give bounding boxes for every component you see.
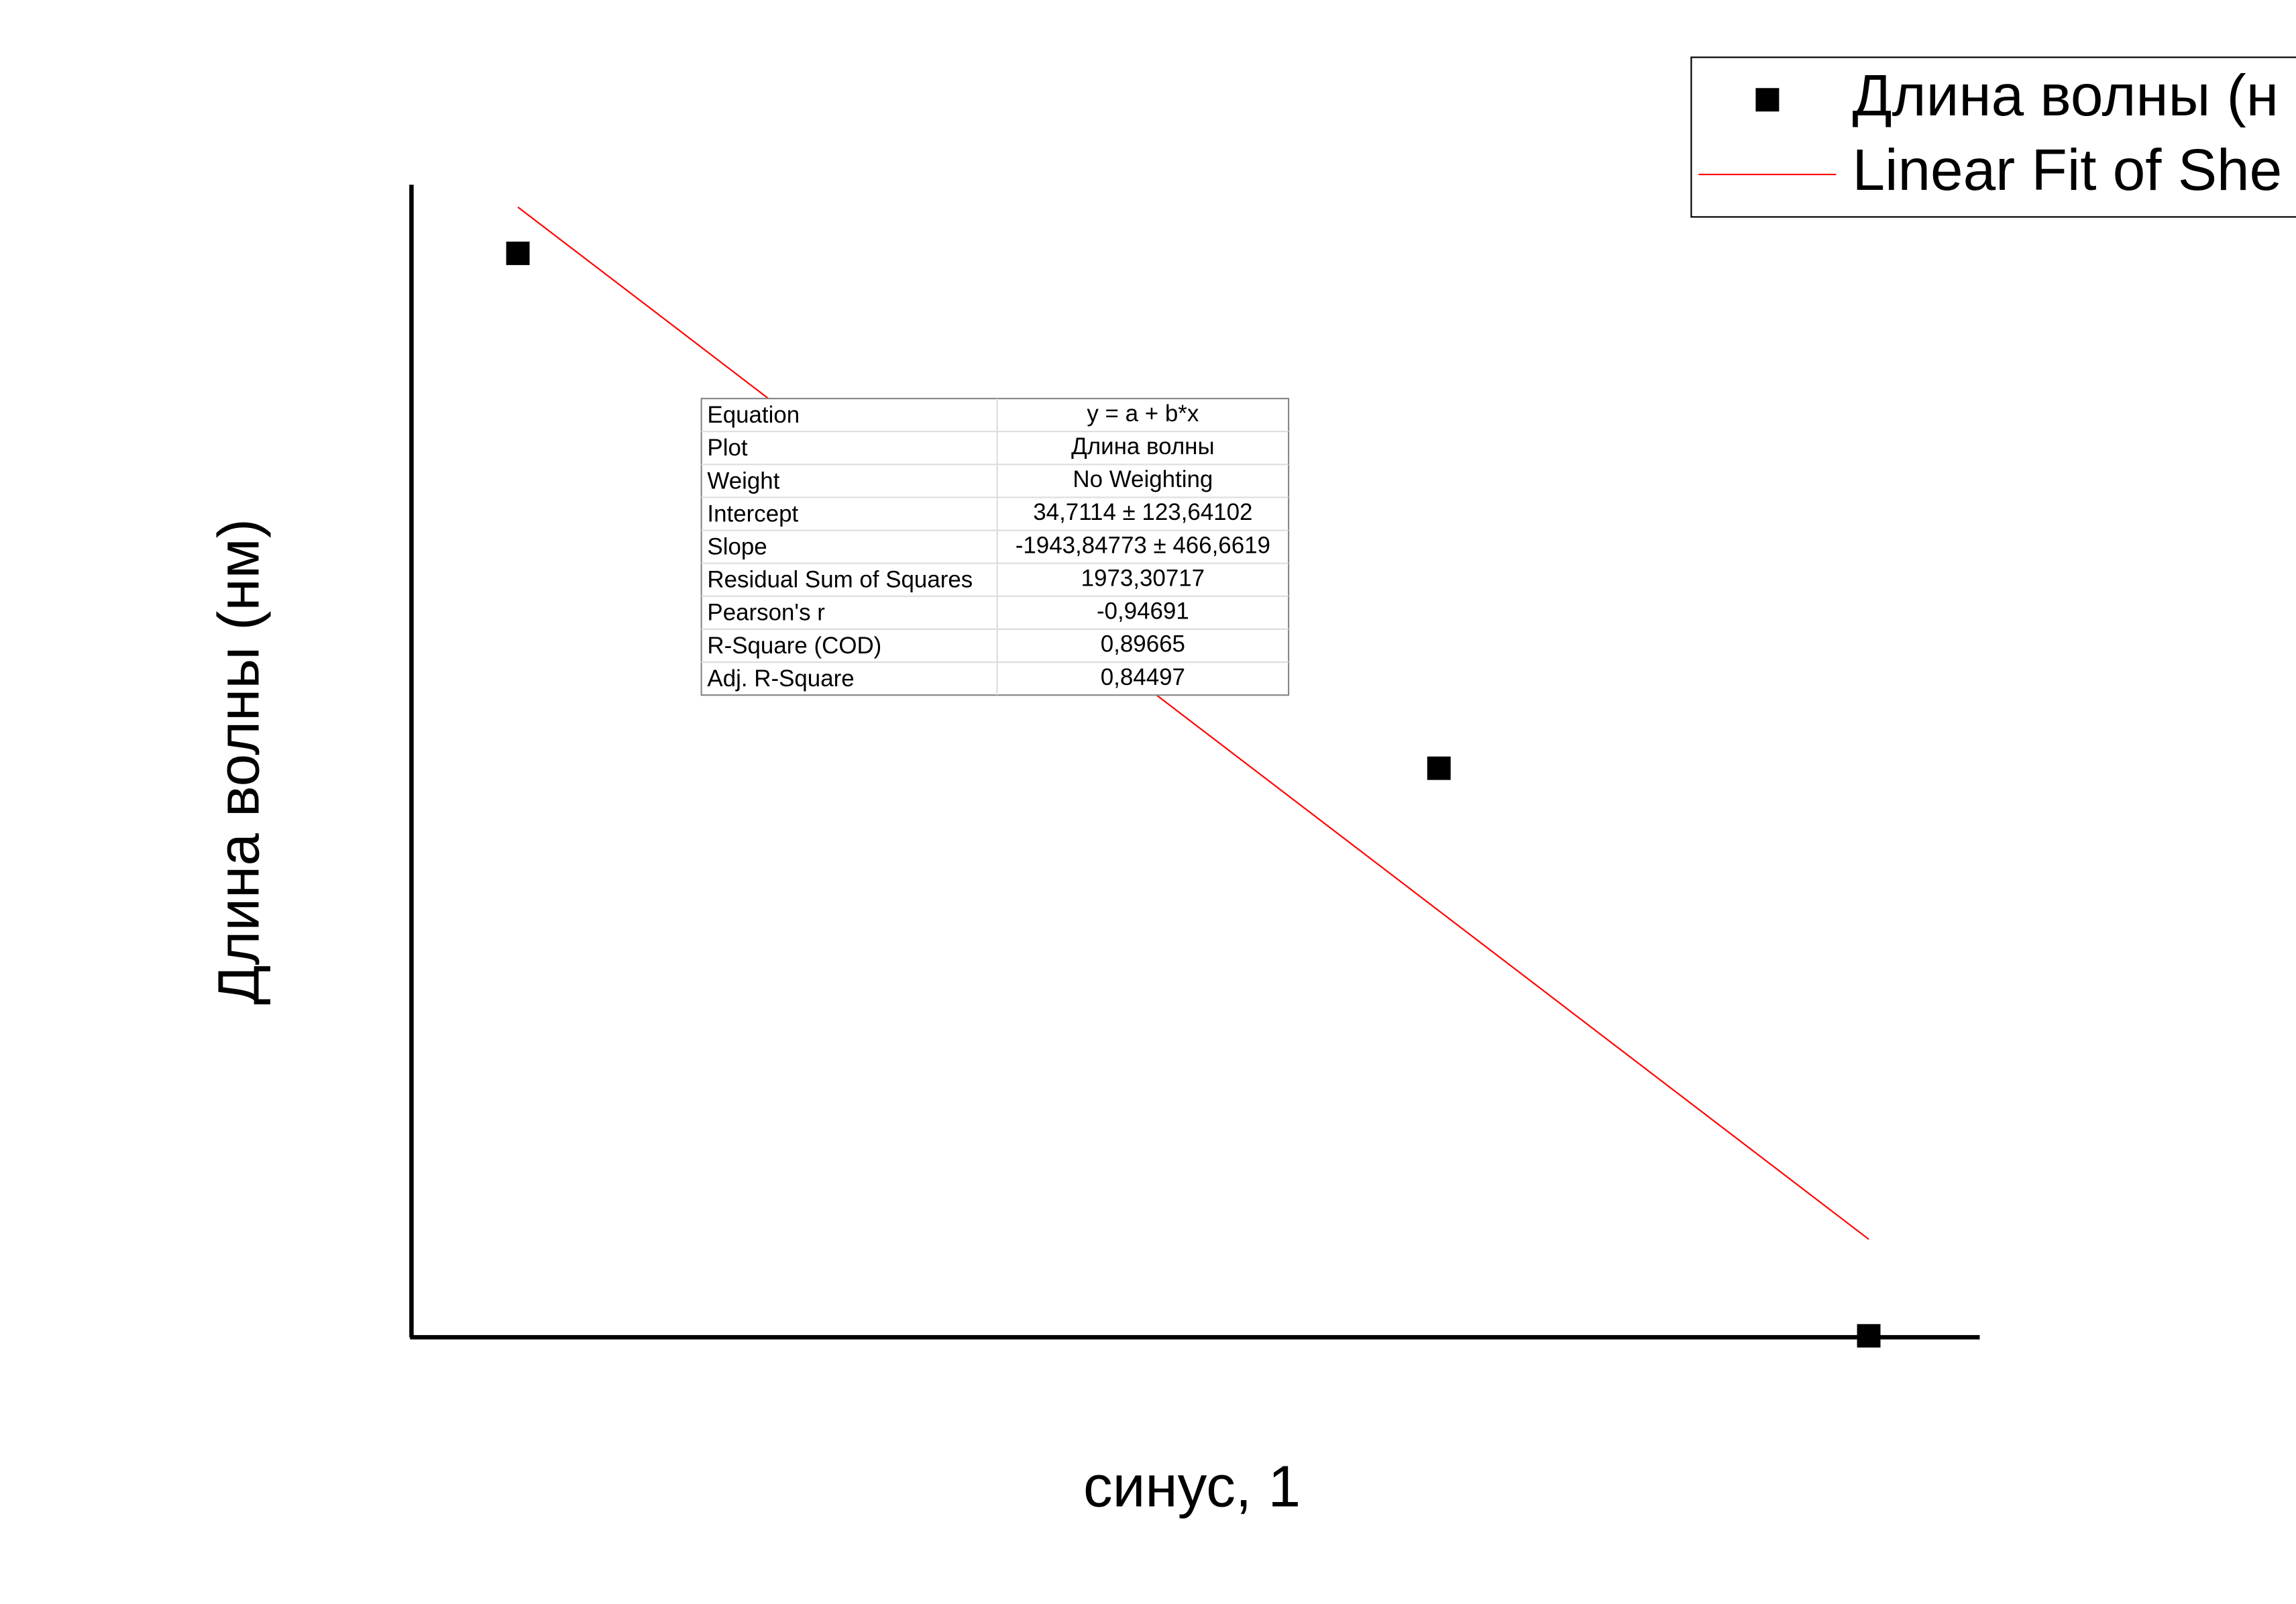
table-value: No Weighting: [1073, 466, 1213, 492]
x-axis-title: синус, 1: [1083, 1454, 1301, 1519]
legend: Длина волны (н Linear Fit of She: [1698, 62, 2282, 203]
table-value: -1943,84773 ± 466,6619: [1016, 532, 1270, 558]
data-point: [506, 242, 530, 266]
data-point: [1857, 1324, 1881, 1348]
fit-line: [517, 206, 1869, 1240]
legend-label: Linear Fit of She: [1853, 137, 2283, 203]
plot-area: [506, 206, 1881, 1348]
table-value: -0,94691: [1097, 598, 1189, 625]
table-value: 0,84497: [1101, 664, 1185, 690]
fit-table: Equation y = a + b*x Plot Длина волны Weight…: [700, 397, 1290, 696]
data-point: [1427, 756, 1451, 780]
table-value: 34,7114 ± 123,64102: [1033, 499, 1252, 525]
legend-label: Длина волны (н: [1853, 62, 2279, 128]
table-key: Residual Sum of Squares: [707, 567, 973, 593]
table-value: 0,89665: [1101, 631, 1185, 657]
legend-marker: [1755, 88, 1780, 112]
table-key: Intercept: [707, 500, 798, 527]
table-key: Plot: [707, 435, 747, 461]
table-key: Equation: [707, 402, 800, 428]
legend-box: [1690, 56, 2296, 218]
table-value: Длина волны: [1071, 433, 1214, 460]
table-key: R-Square (COD): [707, 633, 881, 659]
table-key: Adj. R-Square: [707, 665, 854, 692]
y-axis-title: Длина волны (нм): [205, 519, 271, 1005]
table-value: y = a + b*x: [1087, 400, 1199, 427]
table-key: Weight: [707, 468, 779, 494]
table-key: Pearson's r: [707, 600, 825, 626]
table-key: Slope: [707, 534, 767, 560]
table-frame: [700, 397, 1290, 696]
table-value: 1973,30717: [1081, 565, 1205, 591]
